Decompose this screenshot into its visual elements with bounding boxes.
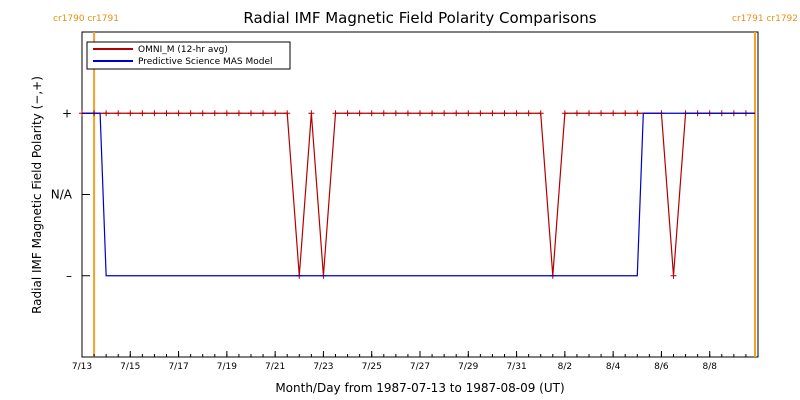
omni-data-point [586,110,592,117]
x-tick-label: 8/6 [654,362,669,372]
omni-data-point [513,110,520,117]
x-tick-label: 7/21 [265,362,285,372]
omni-data-point [163,110,170,117]
legend-box [86,41,291,70]
omni-data-point [151,110,158,117]
carrington-rotation-label: cr1790 cr1791 [53,14,119,24]
omni-data-point [356,110,363,117]
omni-data-point [598,110,605,117]
y-axis-ticks: + N/A – [51,106,90,283]
omni-data-point [441,110,448,117]
omni-data-point [465,110,472,117]
omni-data-point [380,110,387,117]
omni-data-point [417,110,423,117]
omni-data-point [368,110,375,117]
x-tick-label: 8/2 [558,362,572,372]
omni-data-point [561,110,568,117]
x-tick-label: 7/15 [120,362,140,372]
omni-data-point [344,110,351,117]
omni-data-point [622,110,629,117]
x-tick-label: 7/17 [168,362,188,372]
omni-data-point [610,110,617,117]
omni-data-point [139,110,146,117]
chart-title: Radial IMF Magnetic Field Polarity Compa… [243,9,596,27]
omni-data-point [115,110,122,117]
omni-data-point [429,110,436,117]
omni-data-point [634,110,641,117]
x-tick-label: 8/8 [702,362,717,372]
omni-data-point [453,110,460,117]
omni-data-point [223,110,230,117]
omni-data-point [175,110,182,117]
carrington-markers: cr1790 cr1791 cr1791 cr1792 [53,14,798,357]
omni-data-point [127,110,134,117]
omni-data-point [272,110,279,117]
x-tick-label: 7/25 [362,362,382,372]
legend: OMNI_M (12-hr avg) Predictive Science MA… [86,41,291,70]
omni-data-point [248,110,254,117]
y-tick-label: + [62,106,72,120]
mas-model-polarity-line [82,112,755,277]
x-tick-label: 7/13 [72,362,92,372]
omni-data-point [187,110,194,117]
omni-data-point [260,110,267,117]
x-tick-label: 7/31 [506,362,526,372]
x-tick-label: 7/29 [458,362,478,372]
omni-data-point [501,110,508,117]
omni-data-point [525,110,532,117]
omni-data-point [477,110,484,117]
omni-polarity-line [82,112,755,276]
x-tick-label: 7/19 [217,362,237,372]
y-tick-label: – [66,269,72,283]
legend-entry-omni: OMNI_M (12-hr avg) [138,45,228,55]
omni-data-point [404,110,411,117]
omni-data-point [573,110,580,117]
plot-frame [81,31,759,358]
omni-data-point [308,110,315,117]
omni-data-point [103,110,110,117]
x-axis-label: Month/Day from 1987-07-13 to 1987-08-09 … [275,381,564,395]
carrington-rotation-label: cr1791 cr1792 [732,14,798,24]
omni-data-point [392,110,399,117]
series-layer [79,110,755,279]
x-tick-label: 7/23 [313,362,333,372]
x-tick-label: 8/4 [606,362,621,372]
y-tick-label: N/A [51,188,73,202]
legend-entry-mas: Predictive Science MAS Model [138,57,273,67]
omni-data-point [489,110,496,117]
omni-data-point [235,110,242,117]
omni-data-point [211,110,218,117]
omni-data-point [537,110,544,117]
y-axis-label: Radial IMF Magnetic Field Polarity (−,+) [30,76,44,314]
omni-data-point [284,110,291,117]
x-axis-ticks: 7/13 7/15 7/17 7/19 7/21 7/23 7/25 7/27 7/29 7/31… [72,351,759,372]
x-tick-label: 7/27 [410,362,430,372]
omni-data-point [332,110,339,117]
omni-data-point [670,272,677,279]
omni-data-point [199,110,206,117]
